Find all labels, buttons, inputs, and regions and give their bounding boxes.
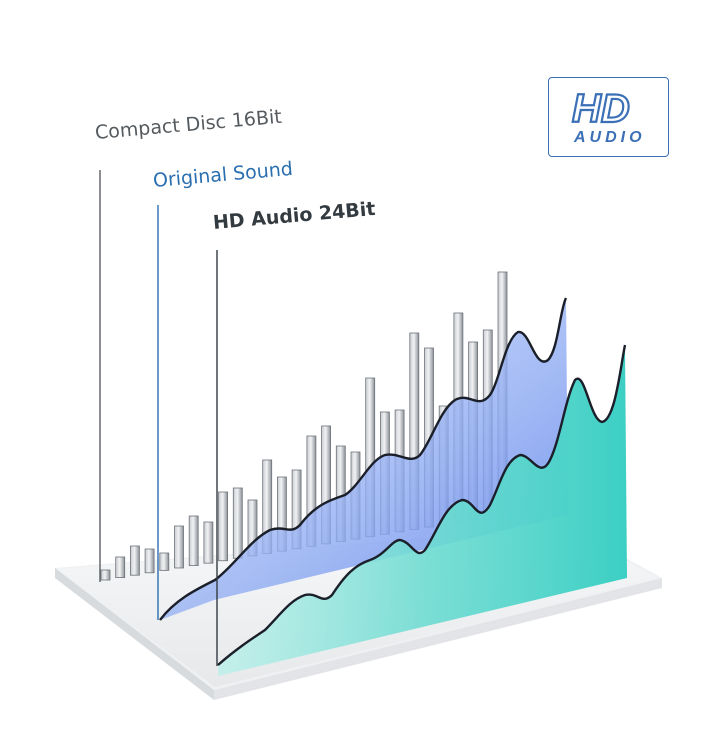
hd-audio-wave-line xyxy=(217,344,627,666)
hd-audio-logo-icon: HD AUDIO xyxy=(571,86,646,146)
cd-bar xyxy=(144,548,155,574)
cd-bar xyxy=(159,552,170,571)
badge-hd-text: HD xyxy=(572,87,630,131)
cd-bar xyxy=(188,515,199,566)
cd-bar xyxy=(115,556,126,578)
hd-audio-wave-fill xyxy=(218,345,627,676)
cd-bar xyxy=(129,545,140,576)
original-sound-wave-fill xyxy=(160,298,568,620)
cd-bar xyxy=(174,525,184,569)
hd-audio-logo-badge: HD AUDIO xyxy=(548,77,669,157)
cd-bar xyxy=(232,487,243,559)
original-sound-wave-line xyxy=(159,297,568,621)
cd-bar xyxy=(218,491,229,562)
badge-audio-text: AUDIO xyxy=(573,129,646,146)
cd-bar xyxy=(100,569,111,581)
cd-bar xyxy=(203,521,214,564)
